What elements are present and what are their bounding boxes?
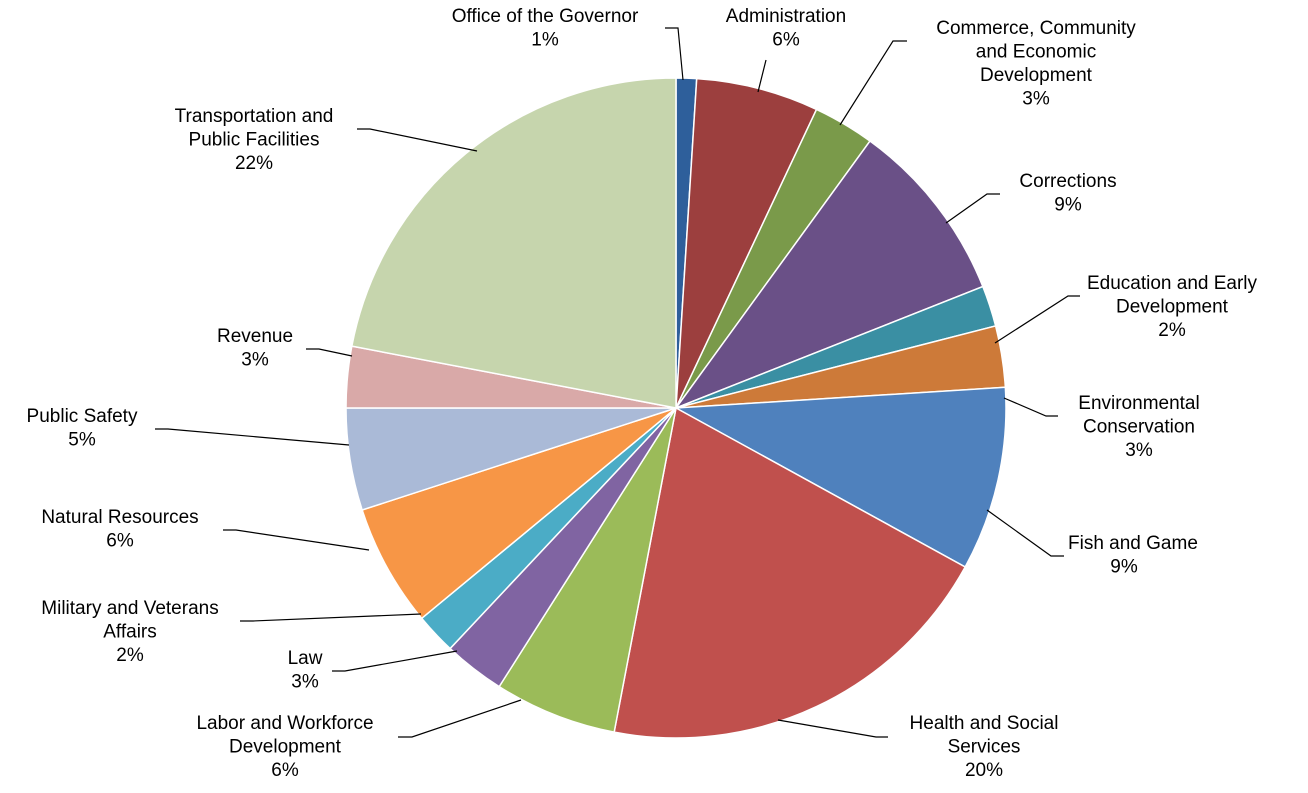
slice-category-name: Labor and Workforce <box>196 713 373 734</box>
leader-line-natural-resources <box>223 529 370 551</box>
leader-line-commerce-community-and-economic-development <box>839 40 907 126</box>
slice-label-transportation-and-public-facilities: Transportation and Public Facilities 22% <box>175 106 334 174</box>
pie-slice-corrections <box>673 139 984 410</box>
slice-category-name: Fish and Game <box>1068 533 1198 554</box>
slice-label-law: Law 3% <box>288 648 323 693</box>
slice-category-name: Commerce, Community <box>936 18 1136 39</box>
slice-category-name: Office of the Governor <box>452 6 639 27</box>
leader-line-military-and-veterans-affairs <box>240 613 422 622</box>
leader-line-revenue <box>306 348 353 357</box>
pie-slice-administration <box>675 77 818 409</box>
slice-category-name: Affairs <box>103 622 157 643</box>
leader-line-corrections <box>945 193 1000 224</box>
pie-slice-health-and-social-services <box>613 406 967 739</box>
leader-line-environmental-conservation <box>1003 397 1058 417</box>
leader-line-administration <box>757 59 767 93</box>
slice-label-corrections: Corrections 9% <box>1019 171 1116 216</box>
slice-category-name: Public Facilities <box>189 130 320 151</box>
slice-percentage: 6% <box>772 30 800 51</box>
slice-label-public-safety: Public Safety 5% <box>27 406 138 451</box>
leader-line-transportation-and-public-facilities <box>357 128 478 152</box>
slice-category-name: Environmental <box>1078 393 1199 414</box>
slice-label-administration: Administration 6% <box>726 6 846 51</box>
slice-category-name: Transportation and <box>175 106 334 127</box>
slice-label-military-and-veterans-affairs: Military and Veterans Affairs 2% <box>41 598 218 666</box>
slice-category-name: Administration <box>726 6 846 27</box>
slice-label-commerce-community-and-economic-development: Commerce, Community and Economic Developme… <box>936 18 1136 110</box>
slice-category-name: Services <box>948 737 1021 758</box>
leader-line-labor-and-workforce-development <box>398 699 522 738</box>
slice-category-name: Military and Veterans <box>41 598 218 619</box>
slice-category-name: Conservation <box>1083 417 1195 438</box>
leader-line-fish-and-game <box>986 509 1064 557</box>
slice-percentage: 2% <box>116 645 144 666</box>
pie-slice-natural-resources <box>361 407 677 620</box>
slice-percentage: 2% <box>1158 320 1186 341</box>
slice-label-revenue: Revenue 3% <box>217 326 293 371</box>
slice-category-name: Development <box>229 737 342 758</box>
slice-percentage: 9% <box>1110 557 1138 578</box>
slice-category-name: Corrections <box>1019 171 1116 192</box>
slice-category-name: Development <box>980 65 1093 86</box>
leader-line-health-and-social-services <box>777 719 888 738</box>
leader-line-public-safety <box>155 428 350 446</box>
pie-slice-transportation-and-public-facilities <box>350 77 677 409</box>
slice-label-education-and-early-development: Education and Early Development 2% <box>1087 273 1258 341</box>
slice-percentage: 5% <box>68 430 96 451</box>
slice-label-labor-and-workforce-development: Labor and Workforce Development 6% <box>196 713 373 781</box>
slice-category-name: Education and Early <box>1087 273 1258 294</box>
slice-category-name: Law <box>288 648 323 669</box>
slice-category-name: Health and Social <box>910 713 1059 734</box>
slice-category-name: Revenue <box>217 326 293 347</box>
slice-category-name: Natural Resources <box>41 507 198 528</box>
slice-percentage: 3% <box>1022 89 1050 110</box>
slice-label-environmental-conservation: Environmental Conservation 3% <box>1078 393 1199 461</box>
pie-slice-labor-and-workforce-development <box>498 407 677 734</box>
slice-percentage: 6% <box>271 760 299 781</box>
slice-percentage: 22% <box>235 153 273 174</box>
slice-percentage: 3% <box>241 350 269 371</box>
slice-percentage: 1% <box>531 30 559 51</box>
slice-labels: Office of the Governor 1% Administration 6%… <box>27 6 1258 781</box>
slice-category-name: Development <box>1116 297 1229 318</box>
slice-percentage: 6% <box>106 531 134 552</box>
slice-label-fish-and-game: Fish and Game 9% <box>1068 533 1198 578</box>
slice-label-natural-resources: Natural Resources 6% <box>41 507 198 552</box>
slice-label-health-and-social-services: Health and Social Services 20% <box>910 713 1059 781</box>
slice-category-name: and Economic <box>976 42 1096 63</box>
slice-category-name: Public Safety <box>27 406 138 427</box>
pie-slices <box>345 77 1007 739</box>
leader-line-office-of-the-governor <box>665 27 684 81</box>
leader-lines <box>155 27 1080 738</box>
leader-line-education-and-early-development <box>994 295 1080 344</box>
slice-percentage: 3% <box>291 672 319 693</box>
slice-percentage: 9% <box>1054 195 1082 216</box>
slice-percentage: 20% <box>965 760 1003 781</box>
slice-percentage: 3% <box>1125 440 1153 461</box>
slice-label-office-of-the-governor: Office of the Governor 1% <box>452 6 639 51</box>
leader-line-law <box>332 650 458 672</box>
